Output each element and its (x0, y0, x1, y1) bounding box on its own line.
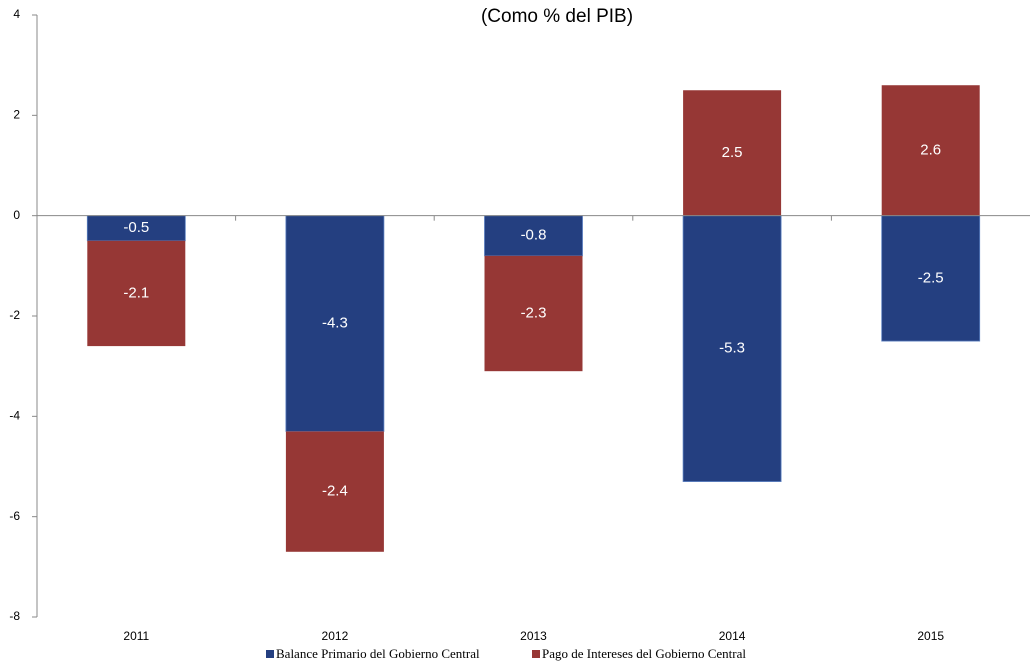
value-label: -2.3 (521, 304, 547, 321)
value-label: 2.5 (722, 144, 743, 161)
legend-swatch (532, 650, 540, 658)
y-tick-label: -6 (9, 509, 20, 523)
x-tick-label: 2015 (917, 629, 944, 643)
value-label: -2.5 (918, 269, 944, 286)
bar (484, 215, 583, 257)
value-label: 2.6 (920, 141, 941, 158)
bar (285, 431, 384, 552)
bar (484, 255, 583, 372)
y-tick-label: 0 (13, 208, 20, 222)
value-label: -5.3 (719, 340, 745, 357)
y-tick-label: 2 (13, 108, 20, 122)
bar (285, 215, 385, 432)
legend-label: Balance Primario del Gobierno Central (276, 646, 480, 661)
legend-swatch (266, 650, 274, 658)
bar (86, 215, 186, 242)
y-tick-label: -8 (9, 609, 20, 623)
y-tick-label: 4 (13, 7, 20, 21)
y-tick-label: -4 (9, 409, 20, 423)
value-label: -0.5 (123, 219, 149, 236)
value-label: -0.8 (521, 227, 547, 244)
chart-title: (Como % del PIB) (481, 6, 633, 27)
value-label: -4.3 (322, 314, 348, 331)
y-tick-label: -2 (9, 308, 20, 322)
x-tick-label: 2013 (520, 629, 547, 643)
bar (87, 240, 186, 347)
value-label: -2.4 (322, 483, 348, 500)
value-label: -2.1 (123, 284, 149, 301)
bar (682, 215, 782, 482)
bar (881, 85, 980, 216)
x-tick-label: 2011 (123, 629, 149, 643)
bar (683, 90, 782, 216)
legend-label: Pago de Intereses del Gobierno Central (542, 646, 746, 661)
x-tick-label: 2014 (719, 629, 746, 643)
x-tick-label: 2012 (322, 629, 349, 643)
bar (881, 215, 981, 342)
